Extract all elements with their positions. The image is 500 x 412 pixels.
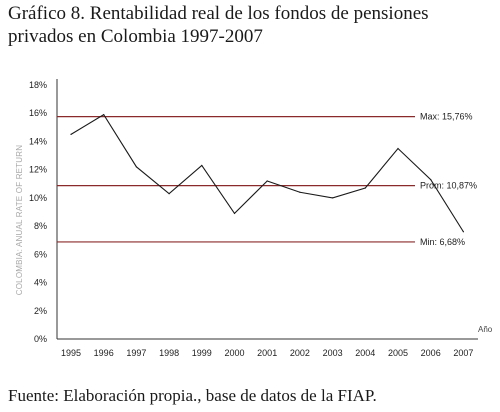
data-point bbox=[233, 212, 236, 215]
y-tick-label: 4% bbox=[34, 278, 47, 288]
data-point bbox=[430, 178, 432, 181]
x-axis-ticks: 1995 1996 1997 1998 1999 2000 2001 2002 2003 2004… bbox=[61, 348, 473, 358]
data-point bbox=[168, 193, 170, 195]
reference-line-label: Min: 6,68% bbox=[420, 237, 465, 247]
y-axis-ticks: 0% 2% 4% 6% 8% 10% 12% 14% 16% 18% bbox=[29, 80, 47, 344]
series-line bbox=[70, 113, 464, 233]
data-point bbox=[135, 166, 137, 168]
x-tick-label: 2005 bbox=[388, 348, 408, 358]
x-tick-label: 1998 bbox=[159, 348, 179, 358]
x-tick-label: 2001 bbox=[257, 348, 277, 358]
figure-title: Gráfico 8. Rentabilidad real de los fond… bbox=[8, 3, 429, 47]
y-tick-label: 0% bbox=[34, 334, 47, 344]
data-point bbox=[70, 133, 72, 135]
data-point bbox=[332, 197, 334, 199]
reference-lines: Max: 15,76% Prom: 10,87% Min: 6,68% bbox=[57, 112, 477, 247]
data-series bbox=[70, 113, 464, 233]
x-axis-label: Año bbox=[478, 325, 493, 334]
y-tick-label: 18% bbox=[29, 80, 47, 90]
x-tick-label: 2007 bbox=[453, 348, 473, 358]
x-tick-label: 2000 bbox=[224, 348, 244, 358]
data-point bbox=[103, 114, 105, 116]
y-tick-label: 8% bbox=[34, 221, 47, 231]
data-point bbox=[201, 164, 203, 167]
y-axis-label: COLOMBIA: ANUAL RATE OF RETURN bbox=[15, 145, 24, 295]
data-point bbox=[266, 180, 268, 182]
figure-source: Fuente: Elaboración propia., base de dat… bbox=[8, 386, 377, 405]
data-point bbox=[397, 147, 399, 150]
data-point bbox=[364, 187, 366, 189]
data-point bbox=[299, 191, 301, 193]
reference-line-label: Prom: 10,87% bbox=[420, 181, 477, 191]
x-tick-label: 1996 bbox=[94, 348, 114, 358]
x-tick-label: 1995 bbox=[61, 348, 81, 358]
x-tick-label: 2006 bbox=[421, 348, 441, 358]
y-tick-label: 2% bbox=[34, 306, 47, 316]
x-tick-label: 2002 bbox=[290, 348, 310, 358]
reference-line-label: Max: 15,76% bbox=[420, 112, 473, 122]
y-tick-label: 16% bbox=[29, 108, 47, 118]
x-tick-label: 1999 bbox=[192, 348, 212, 358]
x-tick-label: 1997 bbox=[126, 348, 146, 358]
y-tick-label: 14% bbox=[29, 136, 47, 146]
data-point bbox=[462, 231, 464, 233]
y-tick-label: 10% bbox=[29, 193, 47, 203]
x-tick-label: 2004 bbox=[355, 348, 375, 358]
x-tick-label: 2003 bbox=[323, 348, 343, 358]
y-tick-label: 6% bbox=[34, 249, 47, 259]
y-tick-label: 12% bbox=[29, 165, 47, 175]
